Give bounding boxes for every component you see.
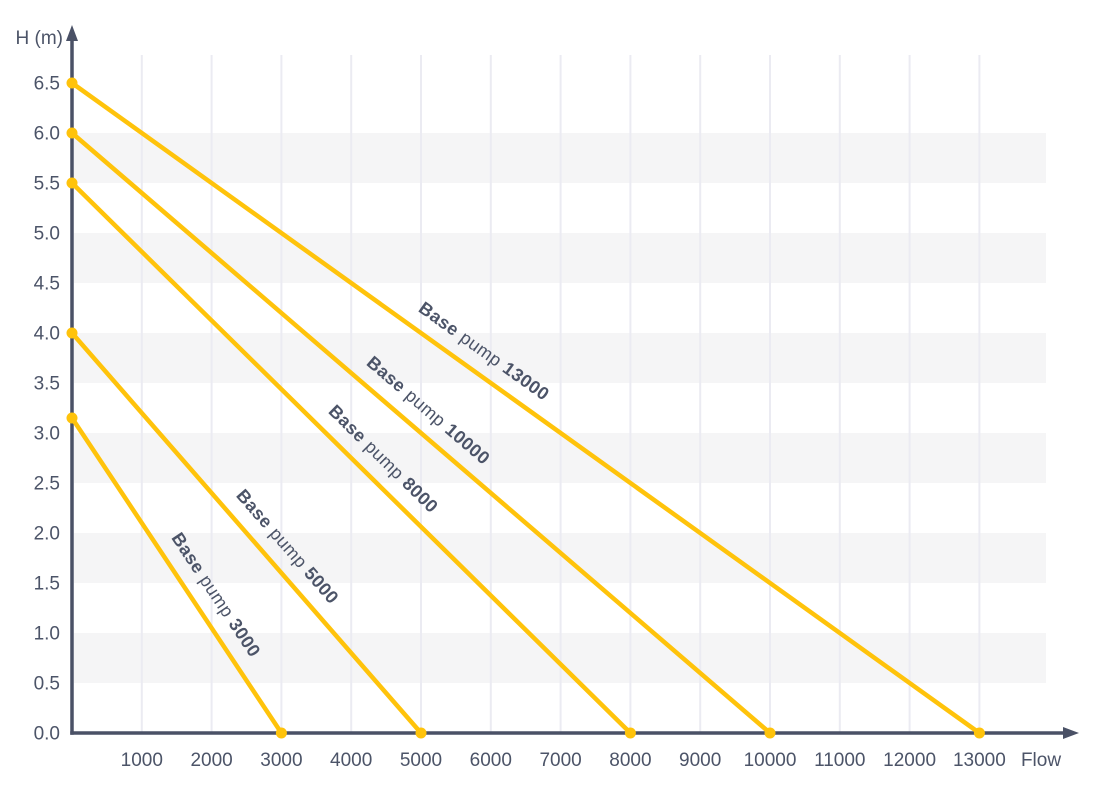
x-tick-label: 1000	[121, 750, 163, 771]
x-tick-labels: 1000 2000 3000 4000 5000 6000 7000 8000 9000 1000…	[121, 750, 1006, 771]
y-tick-label: 2.5	[34, 474, 60, 495]
y-tick-label: 2.0	[34, 524, 60, 545]
x-tick-label: 2000	[190, 750, 232, 771]
y-tick-label: 0.5	[34, 674, 60, 695]
x-axis-title: Flow	[1021, 750, 1061, 771]
y-tick-label: 5.5	[34, 174, 60, 195]
x-tick-label: 11000	[814, 750, 865, 771]
y-tick-labels: 0.0 0.5 1.0 1.5 2.0 2.5 3.0 3.5 4.0 4.5 5.0 5.5 6.0 6…	[34, 74, 60, 745]
curve-end-dot	[624, 727, 636, 739]
curve-end-dot	[764, 727, 776, 739]
y-axis-arrow-icon	[66, 25, 78, 41]
y-tick-label: 1.0	[34, 624, 60, 645]
y-tick-label: 4.0	[34, 324, 60, 345]
axes	[66, 25, 1079, 739]
x-tick-label: 10000	[744, 750, 797, 771]
curve-start-dot	[66, 412, 78, 424]
y-tick-label: 6.5	[34, 74, 60, 95]
x-tick-label: 12000	[883, 750, 936, 771]
y-axis-title: H (m)	[16, 28, 63, 49]
curve-end-dot	[275, 727, 287, 739]
x-tick-label: 6000	[470, 750, 512, 771]
x-tick-label: 8000	[609, 750, 651, 771]
curve-start-dot	[66, 177, 78, 189]
x-tick-label: 13000	[953, 750, 1006, 771]
curve-end-dot	[415, 727, 427, 739]
y-tick-label: 0.0	[34, 724, 60, 745]
x-tick-label: 7000	[539, 750, 581, 771]
y-tick-label: 3.0	[34, 424, 60, 445]
pump-curve	[69, 415, 284, 736]
x-tick-label: 5000	[400, 750, 442, 771]
x-tick-label: 3000	[260, 750, 302, 771]
pump-curve	[69, 330, 424, 736]
x-gridlines	[140, 55, 981, 732]
y-tick-label: 1.5	[34, 574, 60, 595]
curve-start-dot	[66, 327, 78, 339]
y-tick-label: 5.0	[34, 224, 60, 245]
curve-end-dot	[973, 727, 985, 739]
pump-curve	[69, 180, 633, 736]
curve-start-dot	[66, 77, 78, 89]
x-tick-label: 4000	[330, 750, 372, 771]
y-tick-label: 6.0	[34, 124, 60, 145]
pump-curve	[69, 80, 982, 736]
y-tick-label: 4.5	[34, 274, 60, 295]
y-tick-label: 3.5	[34, 374, 60, 395]
curve-start-dot	[66, 127, 78, 139]
pump-curve	[69, 130, 773, 736]
x-tick-label: 9000	[679, 750, 721, 771]
x-axis-arrow-icon	[1063, 727, 1079, 739]
